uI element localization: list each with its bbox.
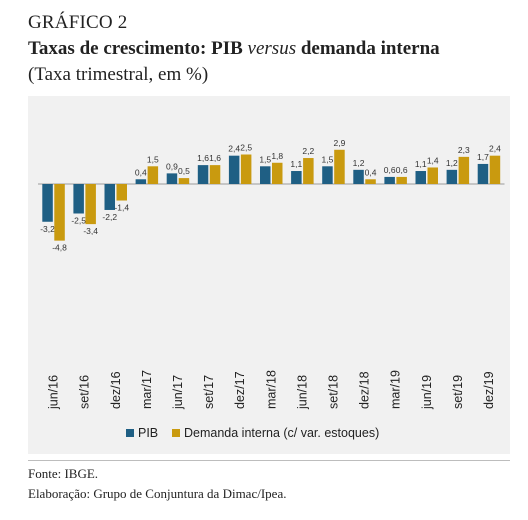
data-label-demanda-1: -3,4 xyxy=(83,226,98,236)
bar-demanda-12 xyxy=(427,167,438,184)
legend-swatch-demanda xyxy=(172,429,180,437)
data-label-pib-7: 1,5 xyxy=(259,154,271,164)
x-tick-label-10: dez/18 xyxy=(358,371,372,409)
title-italic: versus xyxy=(247,38,297,59)
data-label-demanda-6: 2,5 xyxy=(240,143,252,153)
bar-pib-11 xyxy=(384,176,395,184)
data-label-demanda-9: 2,9 xyxy=(334,138,346,148)
bar-pib-13 xyxy=(446,169,458,184)
x-tick-label-1: set/16 xyxy=(78,375,92,409)
bar-pib-5 xyxy=(197,165,209,184)
bar-pib-9 xyxy=(322,166,333,184)
x-tick-label-9: set/18 xyxy=(326,375,340,409)
bar-demanda-11 xyxy=(396,176,407,184)
x-tick-label-4: jun/17 xyxy=(171,375,185,410)
bar-demanda-6 xyxy=(240,154,252,184)
bar-pib-8 xyxy=(291,171,302,184)
bar-demanda-0 xyxy=(54,184,65,241)
title-part-1: Taxas de crescimento: PIB xyxy=(28,38,248,59)
chart-panel: -3,2 -4,8 jun/16 -2,5 -3,4 set/16 -2,2 -1,4 dez/… xyxy=(28,96,510,454)
credit-note: Elaboração: Grupo de Conjuntura da Dimac… xyxy=(28,486,287,501)
data-label-demanda-13: 2,3 xyxy=(458,145,470,155)
data-label-pib-12: 1,1 xyxy=(415,159,427,169)
data-label-demanda-10: 0,4 xyxy=(365,167,377,177)
bar-demanda-8 xyxy=(303,158,314,184)
chart-title: Taxas de crescimento: PIB versus demanda… xyxy=(28,38,440,60)
figure-label: GRÁFICO 2 xyxy=(28,12,128,33)
x-tick-label-5: set/17 xyxy=(202,375,216,409)
chart-svg: -3,2 -4,8 jun/16 -2,5-3,4 set/16 -2,2-1,4 dez/… xyxy=(38,138,505,440)
bar-pib-7 xyxy=(260,166,271,184)
x-tick-label-7: mar/18 xyxy=(264,370,278,409)
bar-pib-14 xyxy=(477,163,489,184)
x-tick-label-2: dez/16 xyxy=(109,371,123,409)
data-label-demanda-8: 2,2 xyxy=(302,146,314,156)
x-tick-label-3: mar/17 xyxy=(140,370,154,409)
x-tick-label-11: mar/19 xyxy=(389,370,403,409)
bar-demanda-9 xyxy=(334,149,345,184)
x-tick-label-13: set/19 xyxy=(451,375,465,409)
data-label-pib-1: -2,5 xyxy=(71,216,86,226)
bar-pib-6 xyxy=(228,155,240,184)
source-note: Fonte: IBGE. xyxy=(28,466,99,481)
data-label-pib-11: 0,6 xyxy=(384,165,396,175)
x-tick-label-14: dez/19 xyxy=(482,371,496,409)
data-label-demanda-4: 0,5 xyxy=(178,166,190,176)
footer-divider xyxy=(28,460,510,461)
data-label-demanda-2: -1,4 xyxy=(114,203,129,213)
data-label-demanda-7: 1,8 xyxy=(271,151,283,161)
title-part-2: demanda interna xyxy=(296,38,440,59)
x-tick-label-12: jun/19 xyxy=(420,375,434,410)
bar-demanda-10 xyxy=(365,179,376,184)
data-label-demanda-5: 1,6 xyxy=(209,153,221,163)
data-label-pib-14: 1,7 xyxy=(477,152,489,162)
data-label-demanda-3: 1,5 xyxy=(147,154,159,164)
bar-demanda-1 xyxy=(85,184,96,225)
data-label-pib-4: 0,9 xyxy=(166,161,178,171)
bar-pib-0 xyxy=(42,184,53,222)
bar-demanda-5 xyxy=(209,165,221,184)
bar-pib-2 xyxy=(104,184,115,210)
x-tick-label-8: jun/18 xyxy=(295,375,309,410)
x-tick-label-6: dez/17 xyxy=(233,371,247,409)
data-label-demanda-11: 0,6 xyxy=(396,165,408,175)
data-label-pib-0: -3,2 xyxy=(40,224,55,234)
bar-pib-10 xyxy=(353,169,364,184)
data-label-pib-6: 2,4 xyxy=(228,144,240,154)
bar-demanda-4 xyxy=(178,178,190,184)
bar-pib-1 xyxy=(73,184,84,214)
x-tick-label-0: jun/16 xyxy=(47,375,61,410)
bar-demanda-14 xyxy=(489,155,501,184)
data-label-pib-13: 1,2 xyxy=(446,158,458,168)
data-label-pib-8: 1,1 xyxy=(290,159,302,169)
bar-pib-4 xyxy=(166,173,178,184)
bar-demanda-2 xyxy=(116,184,127,201)
legend-label-pib: PIB xyxy=(138,426,158,440)
data-label-pib-9: 1,5 xyxy=(322,154,334,164)
data-label-demanda-0: -4,8 xyxy=(52,243,67,253)
data-label-pib-5: 1,6 xyxy=(197,153,209,163)
data-label-pib-3: 0,4 xyxy=(135,167,147,177)
bar-demanda-7 xyxy=(272,162,283,184)
data-label-demanda-12: 1,4 xyxy=(427,155,439,165)
bar-pib-12 xyxy=(415,171,426,184)
legend-label-demanda: Demanda interna (c/ var. estoques) xyxy=(184,426,379,440)
data-label-pib-10: 1,2 xyxy=(353,158,365,168)
bar-demanda-13 xyxy=(458,156,470,184)
data-label-demanda-14: 2,4 xyxy=(489,144,501,154)
chart-subtitle: (Taxa trimestral, em %) xyxy=(28,64,209,85)
bar-demanda-3 xyxy=(147,166,159,184)
data-label-pib-2: -2,2 xyxy=(102,212,117,222)
bar-pib-3 xyxy=(135,179,147,184)
legend-swatch-pib xyxy=(126,429,134,437)
